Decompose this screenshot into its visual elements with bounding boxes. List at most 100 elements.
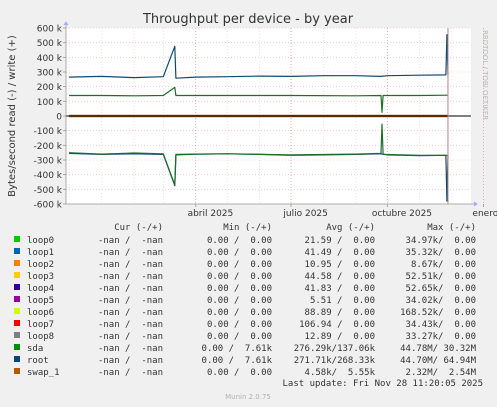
legend-name-loop1: loop1 <box>27 248 54 258</box>
legend-min-loop4: 0.00 / 0.00 <box>207 284 272 294</box>
legend-name-loop7: loop7 <box>27 320 54 330</box>
legend-avg-loop8: 12.89 / 0.00 <box>305 332 375 342</box>
y-tick-label: 0 <box>56 113 62 123</box>
legend-swatch-swap_1 <box>14 368 20 374</box>
legend-max-loop1: 35.32k/ 0.00 <box>406 248 476 258</box>
legend-avg-swap_1: 4.58k/ 5.55k <box>305 368 376 378</box>
legend-cur-loop5: -nan / -nan <box>98 296 163 306</box>
axes: 600 k 500 k 400 k 300 k 200 k 100 k 0 -100 k -20… <box>34 21 497 219</box>
legend-swatch-loop4 <box>14 284 20 290</box>
legend-cur-swap_1: -nan / -nan <box>98 368 163 378</box>
legend-max-loop5: 34.02k/ 0.00 <box>406 296 476 306</box>
legend-max-loop7: 34.43k/ 0.00 <box>406 320 476 330</box>
legend-max-sda: 44.78M/ 30.32M <box>400 344 476 354</box>
legend-name-loop0: loop0 <box>27 236 54 246</box>
series-lines <box>69 34 449 202</box>
legend-avg-loop6: 88.89 / 0.00 <box>305 308 375 318</box>
y-tick-label: -300 k <box>34 157 63 167</box>
legend-min-loop5: 0.00 / 0.00 <box>207 296 272 306</box>
y-tick-label: 300 k <box>37 69 63 79</box>
legend-max-loop6: 168.52k/ 0.00 <box>400 308 476 318</box>
legend-cur-loop0: -nan / -nan <box>98 236 163 246</box>
legend-header-max: Max (-/+) <box>427 223 476 233</box>
generator-label: Munin 2.0.75 <box>225 393 271 401</box>
chart-title: Throughput per device - by year <box>142 12 354 27</box>
legend-cur-loop4: -nan / -nan <box>98 284 163 294</box>
legend-name-sda: sda <box>27 344 43 354</box>
y-axis-arrow-icon <box>63 21 69 25</box>
series-line-root-write <box>69 34 449 79</box>
legend-avg-loop0: 21.59 / 0.00 <box>305 236 375 246</box>
legend-avg-root: 271.71k/268.33k <box>294 356 376 366</box>
legend-swatch-loop3 <box>14 272 20 278</box>
legend-min-loop6: 0.00 / 0.00 <box>207 308 272 318</box>
legend-swatch-loop2 <box>14 260 20 266</box>
legend-name-loop3: loop3 <box>27 272 54 282</box>
legend-min-loop1: 0.00 / 0.00 <box>207 248 272 258</box>
legend-cur-loop7: -nan / -nan <box>98 320 163 330</box>
legend-swatch-loop1 <box>14 248 20 254</box>
legend-header-avg: Avg (-/+) <box>326 223 375 233</box>
y-tick-label: 500 k <box>37 39 63 49</box>
legend-min-loop0: 0.00 / 0.00 <box>207 236 272 246</box>
legend-max-swap_1: 2.32M/ 2.54M <box>406 368 477 378</box>
legend-avg-loop2: 10.95 / 0.00 <box>305 260 375 270</box>
legend-avg-loop3: 44.58 / 0.00 <box>305 272 375 282</box>
legend-max-loop2: 8.67k/ 0.00 <box>411 260 476 270</box>
legend-swatch-root <box>14 356 20 362</box>
y-tick-label: -500 k <box>34 186 63 196</box>
legend-avg-loop5: 5.51 / 0.00 <box>310 296 375 306</box>
legend-swatch-sda <box>14 344 20 350</box>
x-tick-label: enero 2026 <box>472 209 497 219</box>
legend-avg-sda: 276.29k/137.06k <box>294 344 376 354</box>
legend: Cur (-/+) Min (-/+) Avg (-/+) Max (-/+) loop… <box>14 223 477 378</box>
legend-min-loop8: 0.00 / 0.00 <box>207 332 272 342</box>
legend-min-loop2: 0.00 / 0.00 <box>207 260 272 270</box>
legend-name-loop5: loop5 <box>27 296 54 306</box>
y-tick-label: -400 k <box>34 171 63 181</box>
legend-cur-root: -nan / -nan <box>98 356 163 366</box>
y-axis-label: Bytes/second read (-) / write (+) <box>7 35 18 197</box>
legend-swatch-loop0 <box>14 236 20 242</box>
legend-min-swap_1: 0.00 / 0.00 <box>207 368 272 378</box>
legend-cur-loop8: -nan / -nan <box>98 332 163 342</box>
legend-avg-loop4: 41.83 / 0.00 <box>305 284 375 294</box>
y-tick-label: -600 k <box>34 201 63 211</box>
legend-cur-loop2: -nan / -nan <box>98 260 163 270</box>
y-tick-label: 400 k <box>37 54 63 64</box>
legend-name-root: root <box>27 356 49 366</box>
legend-min-sda: 0.00 / 7.61k <box>202 344 273 354</box>
legend-max-loop8: 33.27k/ 0.00 <box>406 332 476 342</box>
legend-name-loop8: loop8 <box>27 332 54 342</box>
legend-swatch-loop7 <box>14 320 20 326</box>
legend-name-loop6: loop6 <box>27 308 54 318</box>
legend-swatch-loop8 <box>14 332 20 338</box>
y-tick-label: 600 k <box>37 25 63 35</box>
x-tick-label: octubre 2025 <box>372 209 432 219</box>
y-tick-label: 200 k <box>37 83 63 93</box>
legend-swatch-loop5 <box>14 296 20 302</box>
x-axis-arrow-icon <box>474 201 478 207</box>
series-line-sda-read <box>69 123 448 186</box>
x-tick-label: julio 2025 <box>282 209 327 219</box>
legend-header-min: Min (-/+) <box>223 223 272 233</box>
series-line-sda-write <box>69 86 449 113</box>
y-tick-label: -100 k <box>34 127 63 137</box>
legend-cur-loop3: -nan / -nan <box>98 272 163 282</box>
y-tick-label: 100 k <box>37 98 63 108</box>
legend-min-loop7: 0.00 / 0.00 <box>207 320 272 330</box>
legend-name-loop4: loop4 <box>27 284 54 294</box>
y-tick-label: -200 k <box>34 142 63 152</box>
legend-max-loop3: 52.51k/ 0.00 <box>406 272 476 282</box>
legend-max-loop4: 52.65k/ 0.00 <box>406 284 476 294</box>
legend-cur-sda: -nan / -nan <box>98 344 163 354</box>
legend-max-loop0: 34.97k/ 0.00 <box>406 236 476 246</box>
legend-min-loop3: 0.00 / 0.00 <box>207 272 272 282</box>
legend-name-swap_1: swap_1 <box>27 368 60 378</box>
legend-swatch-loop6 <box>14 308 20 314</box>
legend-avg-loop1: 41.49 / 0.00 <box>305 248 375 258</box>
x-tick-label: abril 2025 <box>188 209 234 219</box>
legend-max-root: 44.70M/ 64.94M <box>400 356 476 366</box>
legend-cur-loop6: -nan / -nan <box>98 308 163 318</box>
last-update: Last update: Fri Nov 28 11:20:05 2025 <box>283 379 483 389</box>
